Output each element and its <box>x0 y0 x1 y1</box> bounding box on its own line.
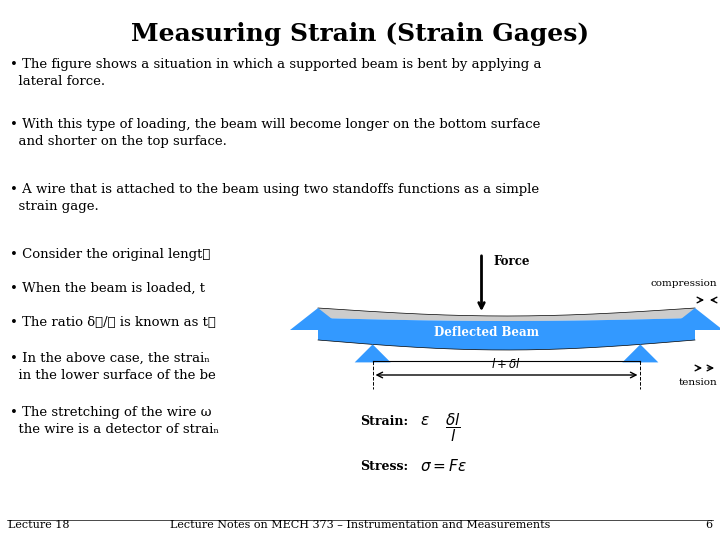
Text: • A wire that is attached to the beam using two standoffs functions as a simple
: • A wire that is attached to the beam us… <box>10 183 539 213</box>
Text: $l+\delta l$: $l+\delta l$ <box>492 357 521 371</box>
Polygon shape <box>318 308 695 321</box>
Text: Strain:: Strain: <box>360 415 408 428</box>
Text: • Consider the original lengtℓ: • Consider the original lengtℓ <box>10 248 210 261</box>
Text: Force: Force <box>493 255 530 268</box>
Text: Measuring Strain (Strain Gages): Measuring Strain (Strain Gages) <box>131 22 589 46</box>
Text: • The figure shows a situation in which a supported beam is bent by applying a
 : • The figure shows a situation in which … <box>10 58 541 88</box>
Polygon shape <box>622 345 658 362</box>
Text: $\dfrac{\delta l}{l}$: $\dfrac{\delta l}{l}$ <box>445 411 461 444</box>
Text: • The stretching of the wire ω
  the wire is a detector of straiₙ: • The stretching of the wire ω the wire … <box>10 406 219 436</box>
Text: Lecture Notes on MECH 373 – Instrumentation and Measurements: Lecture Notes on MECH 373 – Instrumentat… <box>170 520 550 530</box>
Text: tension: tension <box>678 378 717 387</box>
Text: $\varepsilon$: $\varepsilon$ <box>420 413 430 428</box>
Text: • In the above case, the straiₙ
  in the lower surface of the be: • In the above case, the straiₙ in the l… <box>10 352 216 382</box>
Polygon shape <box>318 318 695 350</box>
Polygon shape <box>290 308 346 330</box>
Text: • When the beam is loaded, t: • When the beam is loaded, t <box>10 282 205 295</box>
Text: compression: compression <box>650 279 717 288</box>
Polygon shape <box>667 308 720 330</box>
Text: Stress:: Stress: <box>360 460 408 473</box>
Text: • The ratio δℓ/ℓ is known as tℓ: • The ratio δℓ/ℓ is known as tℓ <box>10 316 216 329</box>
Text: Lecture 18: Lecture 18 <box>8 520 70 530</box>
Text: Deflected Beam: Deflected Beam <box>434 326 539 339</box>
Polygon shape <box>355 345 391 362</box>
Text: $\sigma = F\varepsilon$: $\sigma = F\varepsilon$ <box>420 458 467 474</box>
Text: • With this type of loading, the beam will become longer on the bottom surface
 : • With this type of loading, the beam wi… <box>10 118 541 148</box>
Text: 6: 6 <box>705 520 712 530</box>
